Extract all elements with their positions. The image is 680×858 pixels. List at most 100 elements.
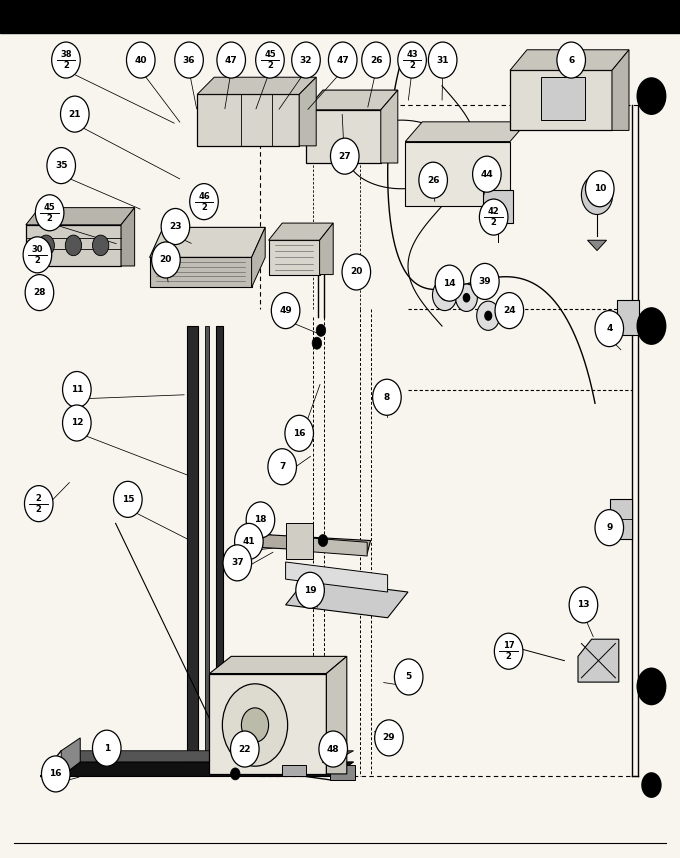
Polygon shape (510, 50, 629, 70)
Text: 16: 16 (293, 429, 305, 438)
Polygon shape (299, 537, 367, 556)
Polygon shape (205, 326, 209, 764)
Text: 2: 2 (63, 61, 69, 70)
Text: 24: 24 (503, 306, 515, 315)
Text: 26: 26 (370, 56, 382, 64)
Circle shape (473, 156, 501, 192)
Text: 2: 2 (47, 214, 52, 223)
Text: 20: 20 (160, 256, 172, 264)
Text: 2: 2 (35, 256, 40, 265)
Polygon shape (306, 110, 381, 163)
Circle shape (494, 633, 523, 669)
Circle shape (636, 77, 666, 115)
Text: 48: 48 (327, 745, 339, 753)
Text: 32: 32 (300, 56, 312, 64)
Polygon shape (150, 257, 252, 287)
Polygon shape (150, 227, 265, 257)
Polygon shape (197, 94, 299, 146)
Text: 21: 21 (69, 110, 81, 118)
Polygon shape (578, 639, 619, 682)
Circle shape (65, 235, 82, 256)
Polygon shape (286, 523, 313, 559)
Circle shape (92, 730, 121, 766)
Polygon shape (405, 142, 510, 206)
Circle shape (175, 42, 203, 78)
Circle shape (316, 324, 326, 336)
Circle shape (63, 372, 91, 408)
Circle shape (318, 535, 328, 547)
Circle shape (435, 265, 464, 301)
Polygon shape (326, 656, 347, 774)
Text: 10: 10 (594, 184, 606, 193)
Circle shape (41, 756, 70, 792)
Text: 42: 42 (488, 207, 500, 216)
Text: 6: 6 (568, 56, 575, 64)
Circle shape (52, 42, 80, 78)
Polygon shape (26, 225, 121, 266)
Circle shape (373, 379, 401, 415)
Polygon shape (306, 90, 398, 110)
Text: 7: 7 (279, 462, 286, 471)
Polygon shape (245, 534, 371, 553)
Text: 22: 22 (239, 745, 251, 753)
Text: 26: 26 (427, 176, 439, 184)
Text: 45: 45 (44, 202, 56, 212)
Text: 49: 49 (279, 306, 292, 315)
Polygon shape (299, 77, 316, 146)
Polygon shape (216, 326, 223, 764)
Circle shape (235, 523, 263, 559)
Polygon shape (209, 656, 347, 674)
Circle shape (375, 720, 403, 756)
Circle shape (588, 184, 606, 206)
Circle shape (231, 731, 259, 767)
Circle shape (636, 307, 666, 345)
Circle shape (557, 42, 585, 78)
Circle shape (319, 731, 347, 767)
Text: 4: 4 (606, 324, 613, 333)
Circle shape (456, 284, 477, 311)
Circle shape (381, 395, 394, 412)
Circle shape (398, 42, 426, 78)
Polygon shape (612, 50, 629, 130)
Text: 11: 11 (71, 385, 83, 394)
Polygon shape (405, 122, 527, 142)
Text: 47: 47 (225, 56, 237, 64)
Circle shape (432, 280, 457, 311)
Circle shape (641, 772, 662, 798)
Circle shape (362, 42, 390, 78)
Text: 30: 30 (32, 245, 43, 254)
Circle shape (595, 311, 624, 347)
Text: 29: 29 (383, 734, 395, 742)
Text: 38: 38 (61, 50, 71, 59)
Circle shape (285, 415, 313, 451)
Text: 28: 28 (33, 288, 46, 297)
Circle shape (328, 42, 357, 78)
Text: 5: 5 (405, 673, 412, 681)
Circle shape (479, 199, 508, 235)
Text: 44: 44 (481, 170, 493, 178)
Text: 2: 2 (36, 493, 41, 503)
Circle shape (419, 162, 447, 198)
Circle shape (231, 768, 240, 780)
Text: 43: 43 (406, 50, 418, 59)
Text: 18: 18 (254, 516, 267, 524)
Circle shape (35, 195, 64, 231)
Text: 35: 35 (55, 161, 67, 170)
Circle shape (152, 242, 180, 278)
Text: 2: 2 (491, 218, 496, 227)
Text: 1: 1 (103, 744, 110, 752)
Bar (0, 0, 680, 33)
Text: 37: 37 (231, 559, 243, 567)
Polygon shape (381, 90, 398, 163)
Text: 2: 2 (36, 505, 41, 514)
Text: 19: 19 (304, 586, 316, 595)
Circle shape (223, 545, 252, 581)
Polygon shape (269, 240, 320, 275)
Circle shape (296, 572, 324, 608)
Circle shape (636, 668, 666, 705)
Circle shape (268, 449, 296, 485)
Polygon shape (269, 223, 333, 240)
Polygon shape (510, 70, 612, 130)
Polygon shape (588, 240, 607, 251)
Text: 27: 27 (339, 152, 351, 160)
